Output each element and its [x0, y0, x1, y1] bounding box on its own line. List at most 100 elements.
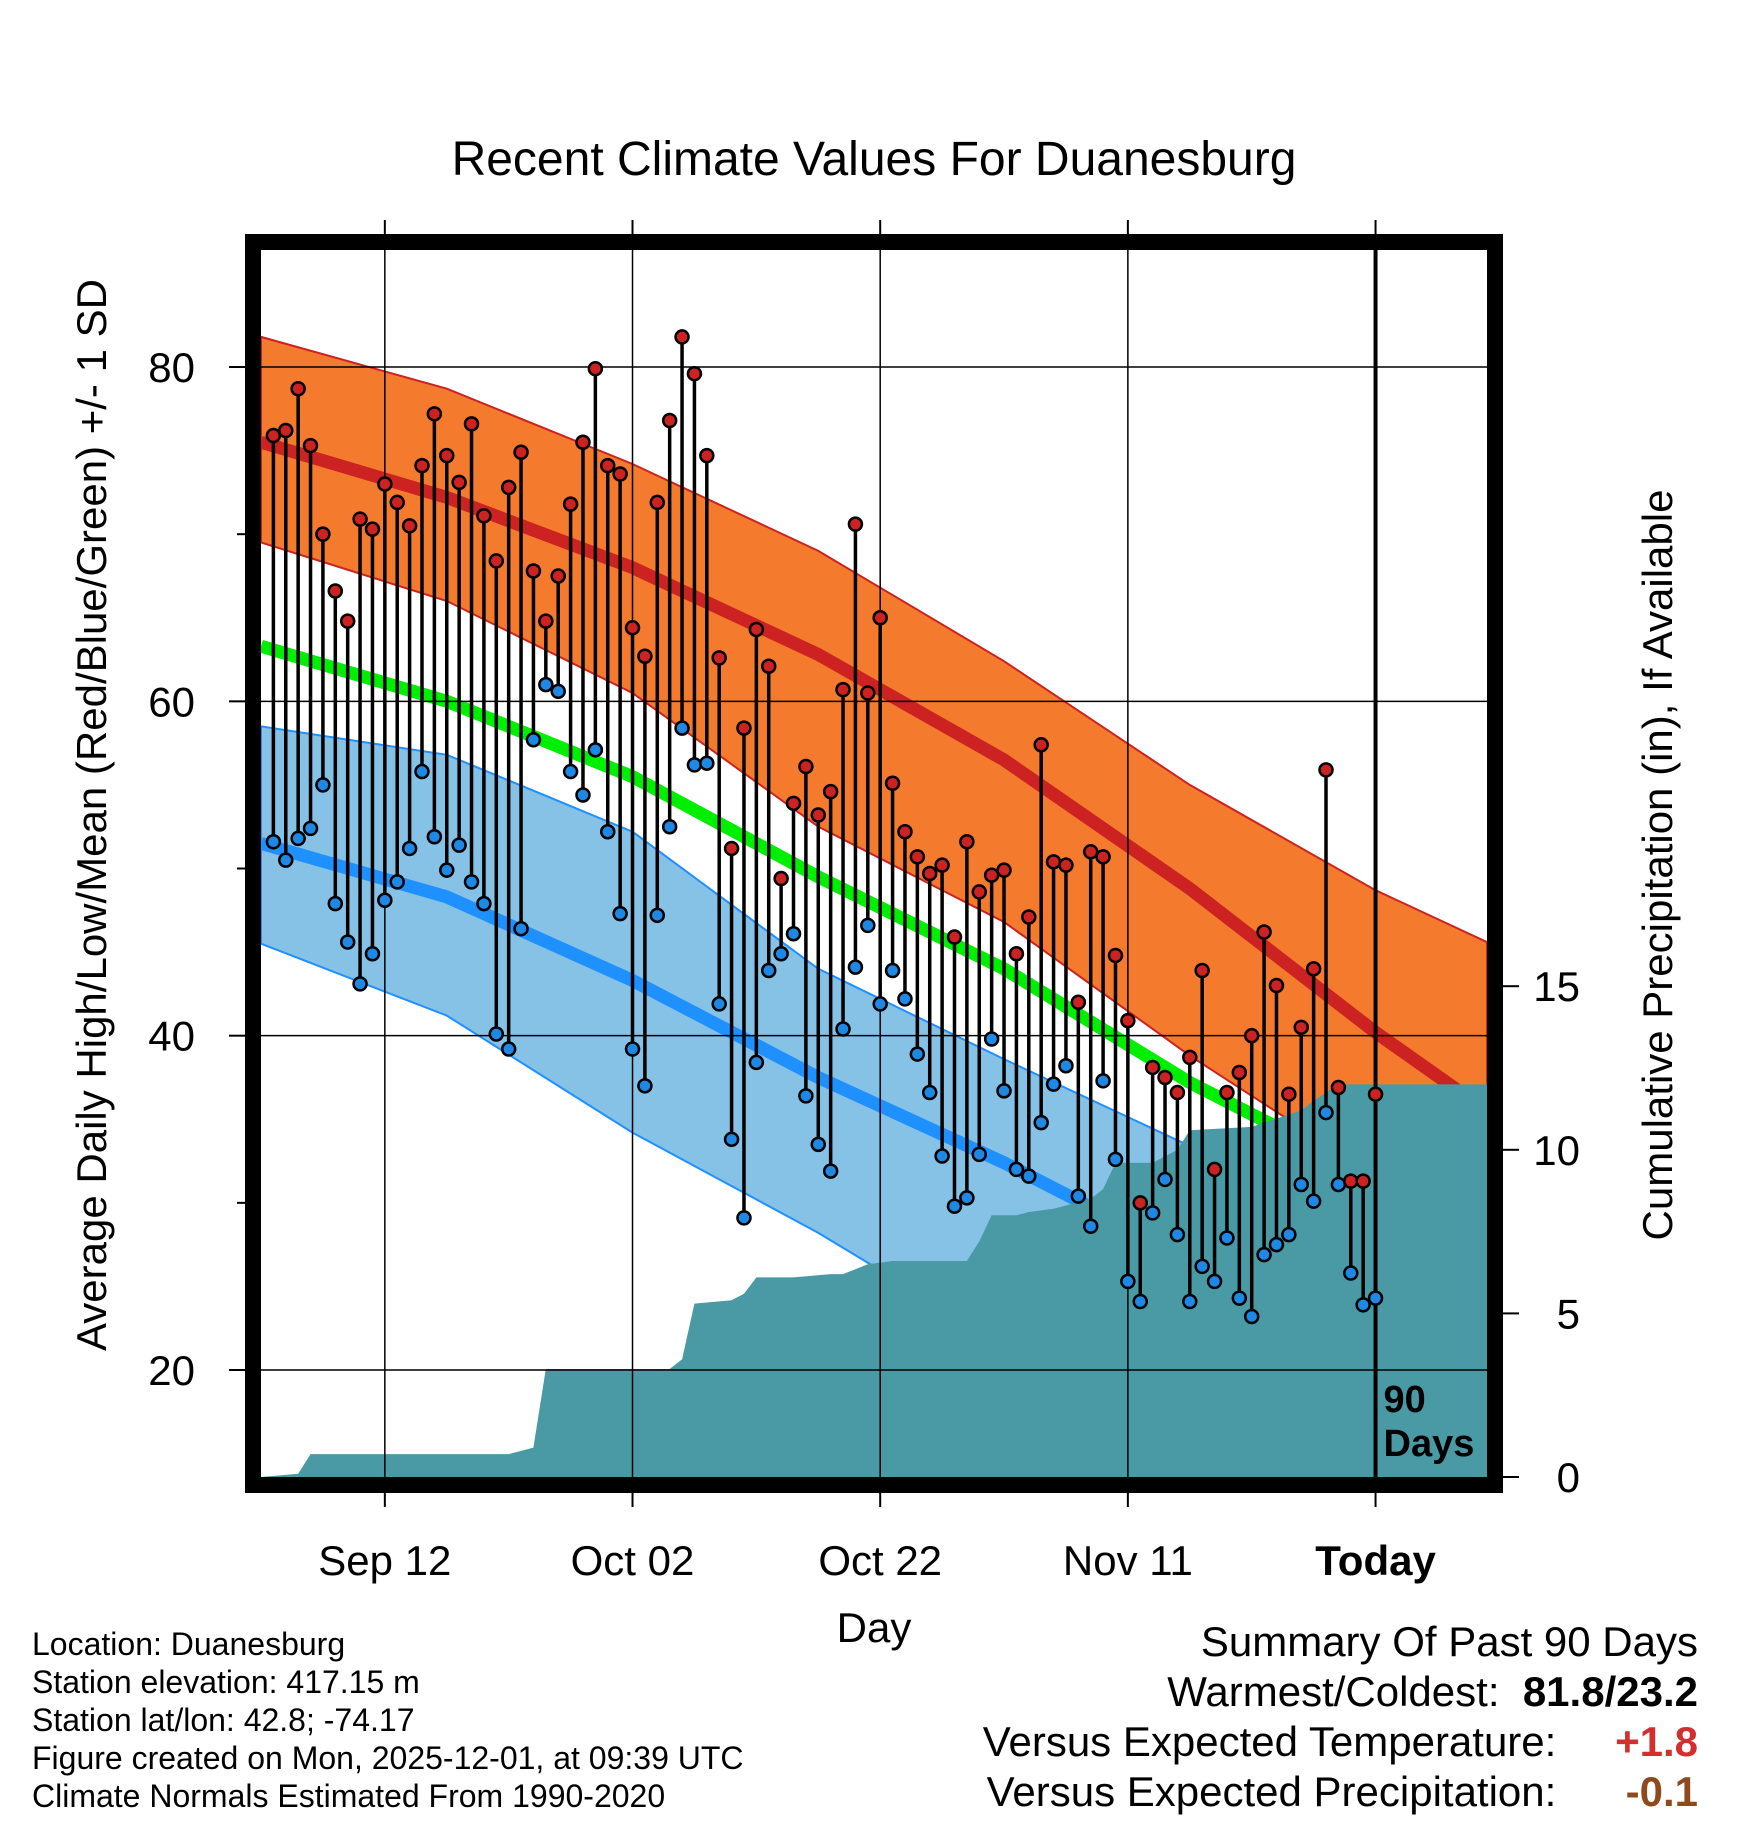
- daily-high-point: [1033, 737, 1049, 753]
- daily-low-point: [798, 1088, 814, 1104]
- daily-observation: [1305, 961, 1322, 1209]
- daily-low-point: [699, 755, 715, 771]
- daily-observation: [476, 508, 492, 912]
- daily-high-point: [426, 406, 443, 422]
- temperature-departure-label: Versus Expected Temperature:: [982, 1718, 1557, 1765]
- daily-high-point: [1293, 1019, 1309, 1036]
- daily-low-point: [439, 862, 455, 878]
- daily-low-point: [661, 818, 678, 835]
- daily-observation: [488, 553, 505, 1042]
- daily-high-point: [612, 466, 628, 482]
- daily-observation: [711, 650, 727, 1012]
- ninety-days-label: Days: [1384, 1423, 1475, 1465]
- daily-low-point: [525, 732, 542, 748]
- daily-low-point: [1305, 1193, 1322, 1209]
- y2-tick-label: 10: [1533, 1127, 1580, 1174]
- daily-high-point: [451, 474, 467, 491]
- daily-low-point: [996, 1083, 1012, 1099]
- latlon-text: Station lat/lon: 42.8; -74.17: [32, 1702, 415, 1738]
- daily-observation: [661, 412, 678, 835]
- daily-low-point: [785, 925, 802, 942]
- daily-high-point: [661, 412, 678, 429]
- daily-low-point: [847, 959, 864, 975]
- daily-low-point: [810, 1136, 827, 1153]
- daily-low-point: [364, 946, 381, 962]
- daily-low-point: [389, 874, 405, 890]
- daily-observation: [612, 466, 628, 922]
- daily-observation: [760, 658, 777, 979]
- daily-high-point: [439, 447, 455, 464]
- precipitation-departure-row: Versus Expected Precipitation: -0.1: [983, 1767, 1698, 1817]
- daily-high-point: [1330, 1079, 1347, 1096]
- daily-high-point: [723, 840, 740, 857]
- daily-high-point: [1058, 857, 1074, 873]
- daily-low-point: [1082, 1218, 1099, 1235]
- y-tick-label: 60: [148, 678, 195, 725]
- daily-low-point: [983, 1031, 1000, 1047]
- daily-observation: [327, 583, 344, 912]
- daily-high-point: [290, 380, 306, 397]
- daily-high-point: [847, 516, 864, 532]
- y-tick-label: 20: [148, 1347, 195, 1394]
- daily-high-point: [1120, 1012, 1136, 1029]
- daily-low-point: [339, 934, 356, 950]
- daily-low-point: [1008, 1161, 1025, 1178]
- daily-low-point: [290, 830, 306, 847]
- daily-observation: [1206, 1161, 1223, 1290]
- daily-high-point: [352, 511, 368, 527]
- daily-observation: [785, 795, 802, 942]
- daily-observation: [339, 613, 356, 950]
- daily-observation: [872, 610, 888, 1012]
- daily-observation: [723, 840, 740, 1148]
- daily-high-point: [1355, 1173, 1371, 1189]
- daily-high-point: [1107, 947, 1124, 964]
- daily-low-point: [835, 1021, 851, 1037]
- daily-low-point: [488, 1026, 505, 1042]
- daily-high-point: [278, 422, 294, 439]
- summary-heading: Summary Of Past 90 Days: [1200, 1618, 1698, 1665]
- daily-low-point: [921, 1084, 938, 1101]
- daily-high-point: [513, 444, 529, 461]
- daily-low-point: [1231, 1290, 1248, 1306]
- x-tick-label: Sep 12: [318, 1537, 451, 1584]
- daily-low-point: [1194, 1258, 1210, 1275]
- daily-high-point: [1343, 1173, 1359, 1189]
- daily-low-point: [476, 895, 492, 912]
- normals-text: Climate Normals Estimated From 1990-2020: [32, 1778, 666, 1814]
- daily-observation: [1021, 909, 1037, 1184]
- daily-observation: [1132, 1195, 1149, 1310]
- daily-high-point: [500, 479, 517, 496]
- daily-high-point: [785, 795, 802, 812]
- daily-high-point: [476, 508, 492, 524]
- temperature-departure-value: +1.8: [1615, 1718, 1698, 1765]
- daily-observation: [278, 422, 294, 868]
- x-axis-title: Day: [837, 1604, 912, 1651]
- daily-low-point: [649, 907, 666, 924]
- daily-high-point: [1268, 977, 1285, 994]
- daily-observation: [1231, 1064, 1248, 1306]
- y2-axis-title: Cumulative Precipitation (in), If Availa…: [1634, 490, 1681, 1241]
- daily-high-point: [1070, 994, 1087, 1010]
- y-tick-label: 40: [148, 1013, 195, 1060]
- daily-observation: [414, 457, 430, 780]
- y-tick-label: 80: [148, 344, 195, 391]
- daily-high-point: [637, 648, 653, 664]
- daily-high-point: [686, 365, 703, 382]
- daily-observation: [513, 444, 529, 937]
- x-tick-label: Oct 22: [818, 1537, 942, 1584]
- daily-high-point: [810, 807, 827, 823]
- daily-high-point: [934, 857, 950, 873]
- daily-high-point: [909, 849, 926, 865]
- daily-high-point: [414, 457, 430, 474]
- chart-title: Recent Climate Values For Duanesburg: [452, 133, 1297, 186]
- daily-high-point: [538, 613, 554, 629]
- daily-observation: [1169, 1084, 1186, 1243]
- daily-high-point: [1243, 1027, 1260, 1044]
- daily-low-point: [513, 920, 529, 937]
- daily-observation: [810, 807, 827, 1153]
- daily-observation: [1157, 1069, 1173, 1188]
- summary-panel: Summary Of Past 90 Days Warmest/Coldest:…: [983, 1617, 1698, 1817]
- daily-low-point: [637, 1078, 653, 1094]
- daily-low-point: [401, 840, 418, 857]
